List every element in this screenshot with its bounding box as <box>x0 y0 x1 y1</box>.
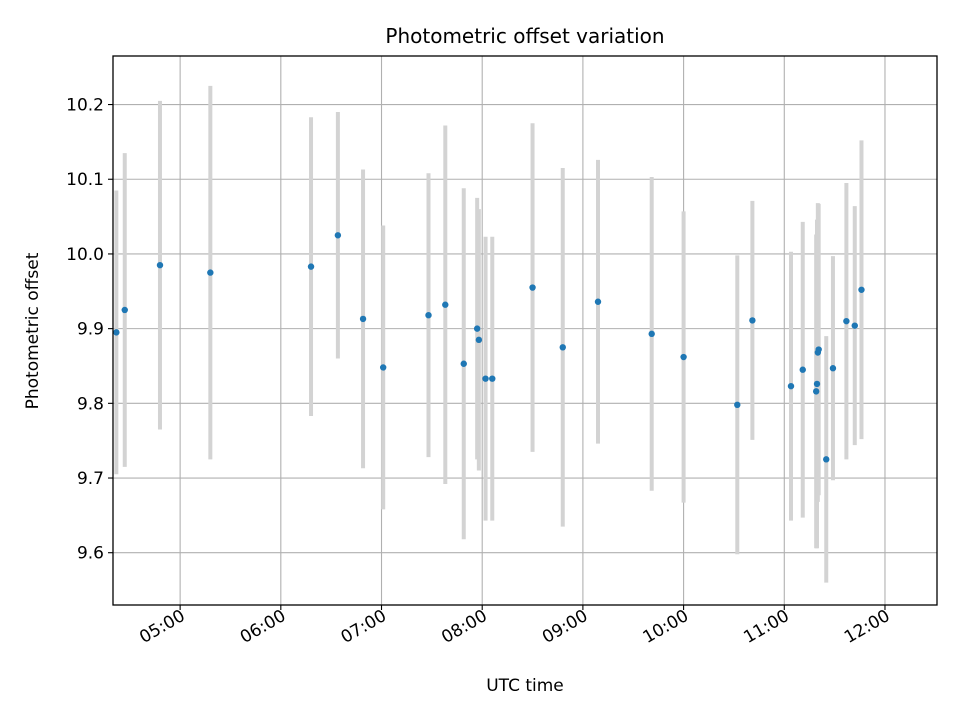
x-axis-title: UTC time <box>486 676 564 696</box>
y-axis-title: Photometric offset <box>23 252 43 409</box>
data-point <box>359 315 367 323</box>
y-tick-label: 10.2 <box>66 96 104 116</box>
data-point <box>334 232 342 239</box>
plot-frame <box>112 55 938 606</box>
data-point <box>475 336 483 344</box>
data-point <box>489 375 496 382</box>
chart-title: Photometric offset variation <box>385 24 664 48</box>
data-point <box>113 329 120 336</box>
data-point <box>442 301 449 308</box>
data-point <box>648 330 655 338</box>
data-point <box>379 364 387 371</box>
data-point <box>680 353 687 361</box>
data-point <box>787 382 795 390</box>
data-point <box>307 263 315 270</box>
data-point <box>749 317 756 324</box>
data-point <box>559 344 566 351</box>
data-point <box>121 306 128 314</box>
data-point <box>482 375 489 382</box>
y-tick-label: 9.7 <box>77 469 104 489</box>
data-point <box>812 388 820 395</box>
data-point <box>594 298 602 305</box>
data-point <box>799 366 806 373</box>
data-points <box>113 232 865 463</box>
data-point <box>473 325 481 332</box>
data-point <box>829 365 837 372</box>
grid <box>113 56 937 605</box>
data-point <box>843 317 850 325</box>
y-tick-label: 9.8 <box>77 394 104 414</box>
data-point <box>425 311 432 319</box>
data-point <box>156 261 164 269</box>
data-point <box>858 286 865 293</box>
data-point <box>823 456 830 463</box>
y-tick-label: 9.6 <box>77 544 104 564</box>
data-point <box>734 401 741 409</box>
y-tick-label: 10.0 <box>66 245 104 265</box>
y-tick-label: 9.9 <box>77 320 104 340</box>
data-point <box>529 284 536 291</box>
data-point <box>207 269 214 276</box>
data-point <box>815 346 822 353</box>
y-tick-label: 10.1 <box>66 170 104 190</box>
y-axis: 9.6 9.7 9.8 9.9 10.0 10.1 10.2 <box>66 96 113 564</box>
data-point <box>460 360 467 367</box>
data-point <box>813 380 821 388</box>
data-point <box>851 322 858 329</box>
